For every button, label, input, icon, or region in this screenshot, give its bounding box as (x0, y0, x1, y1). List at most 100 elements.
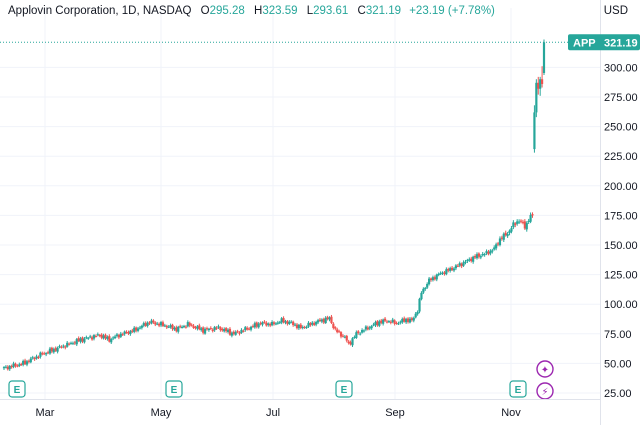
candle-body (452, 268, 456, 271)
earnings-marker[interactable]: E (335, 380, 353, 398)
earnings-marker[interactable]: E (8, 380, 26, 398)
candle-body (8, 365, 11, 370)
candle-body (25, 361, 29, 365)
candle-body (412, 317, 415, 321)
sparkle-icon[interactable]: ✦ (536, 360, 554, 378)
candle-body (33, 357, 36, 360)
candle-body (205, 328, 209, 330)
candle-body (531, 214, 534, 216)
candle-body (173, 327, 176, 330)
candle-body (4, 366, 8, 368)
candle-body (177, 326, 180, 332)
candle-body (521, 221, 525, 223)
close-value: 321.19 (365, 5, 401, 17)
candle-body (479, 256, 482, 258)
candle-body (249, 326, 253, 330)
y-tick-label: 100.00 (604, 299, 638, 311)
candle-body (343, 336, 346, 338)
candle-body (56, 347, 59, 352)
events-row: E E E E ✦ ⚡ (8, 360, 554, 400)
price-axis[interactable]: 25.00 50.00 75.00 100.00 125.00 150.00 175.00 2… (604, 62, 638, 400)
candle-body (180, 326, 184, 328)
candle-body (272, 322, 276, 324)
candle-body (382, 319, 385, 324)
candle-body (261, 322, 264, 325)
candle-body (508, 230, 511, 233)
candle-body (190, 324, 193, 326)
candle-body (23, 360, 27, 365)
candle-body (429, 278, 433, 281)
earnings-label: E (14, 385, 21, 396)
candle-body (498, 238, 502, 246)
candle-body (462, 262, 465, 266)
candle-body (248, 328, 251, 330)
candle-body (504, 232, 507, 236)
candle-body (45, 353, 48, 355)
time-axis[interactable]: Mar May Jul Sep Nov (36, 407, 522, 419)
y-tick-label: 300.00 (604, 62, 638, 74)
candle-body (315, 321, 318, 325)
candle-body (286, 321, 289, 324)
x-tick-label: May (151, 407, 172, 419)
candle-body (203, 329, 207, 334)
earnings-marker[interactable]: E (165, 380, 183, 398)
candle-body (320, 319, 323, 322)
candle-body (83, 338, 86, 343)
candle-body (167, 326, 170, 328)
candle-body (466, 259, 469, 262)
candle-body (313, 323, 316, 325)
candle-body (117, 334, 120, 338)
symbol-title[interactable]: Applovin Corporation, 1D, NASDAQ (8, 5, 192, 17)
candle-body (475, 254, 479, 259)
candle-body (194, 327, 197, 329)
lightning-icon[interactable]: ⚡ (536, 382, 554, 400)
candle-body (318, 319, 322, 321)
candle-body (276, 322, 279, 324)
candle-body (29, 358, 32, 363)
candle-body (16, 365, 19, 367)
candle-body (357, 331, 360, 333)
candle-body (472, 256, 475, 262)
candle-body (282, 318, 285, 323)
candle-body (328, 317, 331, 320)
candle-body (18, 364, 21, 367)
candle-body (372, 324, 375, 326)
candle-body (514, 223, 517, 225)
open-label: O (200, 5, 210, 17)
earnings-marker[interactable]: E (509, 380, 527, 398)
candle-body (385, 321, 389, 323)
candle-body (10, 366, 13, 368)
candle-body (516, 221, 519, 224)
candle-body (512, 222, 515, 228)
candle-body (334, 327, 337, 329)
candle-body (284, 321, 287, 323)
candle-body (355, 332, 358, 338)
candle-body (295, 324, 299, 329)
candle-body (362, 330, 366, 332)
candle-body (410, 318, 413, 321)
candle-body (527, 220, 530, 222)
candle-body (198, 325, 201, 330)
candle-body (529, 214, 532, 222)
candle-body (48, 348, 52, 354)
candle-body (228, 328, 232, 335)
candle-body (422, 288, 425, 293)
candle-body (150, 320, 153, 324)
candle-body (324, 317, 327, 323)
y-tick-label: 175.00 (604, 210, 638, 222)
candle-body (202, 327, 205, 333)
candle-body (305, 327, 308, 329)
candle-body (123, 331, 126, 335)
candle-body (316, 320, 320, 323)
candle-body (54, 348, 57, 351)
candle-body (39, 352, 42, 357)
candle-body (366, 327, 369, 330)
candle-body (368, 327, 371, 329)
candle-body (351, 338, 354, 346)
candle-body (230, 332, 233, 336)
candle-body (219, 327, 222, 330)
candle-body (108, 336, 111, 342)
candle-body (299, 324, 302, 328)
lightning-icon-glyph: ⚡ (541, 387, 548, 398)
